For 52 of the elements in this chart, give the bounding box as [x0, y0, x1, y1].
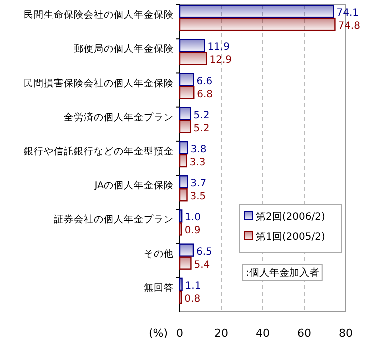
data-label: 12.9 [210, 55, 232, 66]
data-label: 3.8 [190, 144, 207, 156]
y-tick-label: 証券会社の個人年金プラン [54, 214, 174, 226]
bar [179, 176, 188, 189]
data-label: 74.8 [338, 21, 360, 32]
bar [179, 278, 183, 292]
bar [179, 120, 192, 134]
data-label: 3.5 [190, 192, 206, 203]
y-tick-label: 民間損害保険会社の個人年金保険 [24, 77, 174, 90]
bar [179, 141, 188, 155]
data-label: 0.9 [184, 226, 201, 237]
y-tick-label: 銀行や信託銀行などの年金型預金 [24, 146, 174, 158]
data-label: 6.5 [196, 246, 212, 258]
x-tick-label: 80 [339, 327, 353, 340]
x-axis-title: (%) [148, 327, 168, 340]
y-tick-label: 民間生命保険会社の個人年金保険 [24, 9, 174, 22]
x-tick-label: 40 [256, 327, 270, 340]
y-tick-label: 郵便局の個人年金保険 [74, 43, 174, 56]
bar [179, 256, 192, 270]
x-tick-label: 0 [176, 327, 184, 340]
legend-label: 第1回(2005/2) [256, 231, 326, 243]
bar [179, 18, 336, 32]
x-tick-label: 20 [214, 327, 228, 340]
bar [179, 244, 194, 257]
bar [179, 4, 334, 18]
bar [179, 73, 194, 86]
data-label: 11.9 [208, 42, 230, 54]
data-label: 1.0 [185, 212, 201, 224]
bar [179, 154, 188, 168]
data-label: 74.1 [336, 8, 360, 20]
data-label: 5.2 [194, 123, 210, 134]
bar [179, 52, 208, 66]
x-tick-label: 60 [298, 327, 312, 340]
y-tick-label: 無回答 [144, 282, 174, 294]
data-label: 5.2 [194, 110, 210, 122]
data-label: 5.4 [194, 260, 210, 271]
data-label: 6.6 [196, 76, 213, 88]
data-label: 3.3 [190, 158, 206, 168]
bar [179, 39, 206, 52]
bar [179, 210, 183, 223]
y-tick-label: 全労済の個人年金プラン [64, 111, 174, 124]
data-label: 6.8 [197, 89, 214, 100]
bar [179, 107, 192, 120]
y-tick-label: JAの個人年金保険 [94, 180, 174, 192]
legend-label: 第2回(2006/2) [256, 211, 326, 223]
data-label: 1.1 [185, 280, 202, 292]
data-label: 3.7 [190, 178, 207, 190]
bar [179, 188, 188, 202]
bar [179, 86, 195, 100]
annotation: :個人年金加入者 [246, 267, 320, 279]
y-tick-label: その他 [144, 248, 174, 260]
data-label: 0.8 [184, 294, 201, 305]
